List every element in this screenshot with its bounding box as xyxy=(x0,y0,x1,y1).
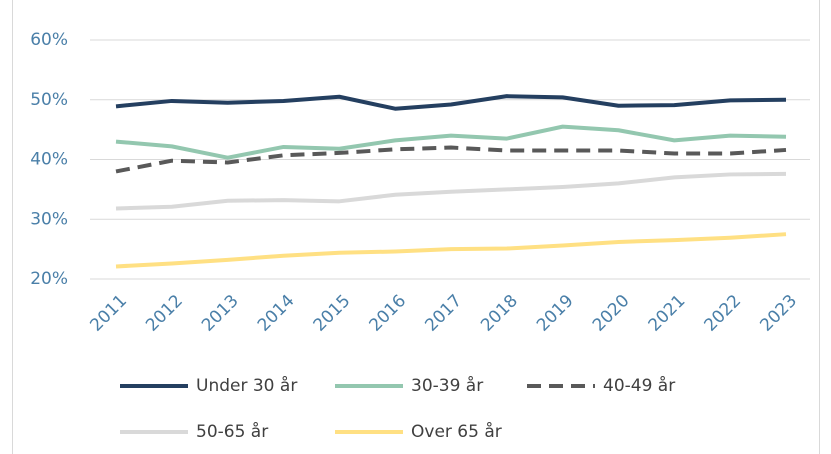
series-line xyxy=(115,171,787,211)
x-tick-label: 2019 xyxy=(533,291,578,336)
x-tick-label: 2023 xyxy=(756,291,801,336)
y-tick-label: 50% xyxy=(30,90,68,110)
x-tick-label: 2018 xyxy=(477,291,522,336)
y-tick-label: 20% xyxy=(30,269,68,289)
x-tick-label: 2022 xyxy=(701,291,746,336)
x-tick-label: 2015 xyxy=(310,291,355,336)
x-tick-label: 2016 xyxy=(366,291,411,336)
x-tick-label: 2017 xyxy=(421,291,466,336)
x-tick-label: 2013 xyxy=(198,291,243,336)
series-line xyxy=(115,145,787,174)
legend-label: 40-49 år xyxy=(603,375,675,396)
legend-label: 50-65 år xyxy=(196,421,268,442)
x-tick-label: 2011 xyxy=(86,291,131,336)
legend-label: 30-39 år xyxy=(411,375,483,396)
x-tick-label: 2014 xyxy=(254,291,299,336)
y-tick-label: 30% xyxy=(30,209,68,229)
y-tick-label: 40% xyxy=(30,150,68,170)
x-tick-label: 2020 xyxy=(589,291,634,336)
x-tick-label: 2021 xyxy=(645,291,690,336)
series-line xyxy=(115,94,787,111)
legend-label: Under 30 år xyxy=(196,375,297,396)
series-line xyxy=(115,124,787,160)
legend-label: Over 65 år xyxy=(411,421,502,442)
x-tick-label: 2012 xyxy=(142,291,187,336)
y-tick-label: 60% xyxy=(30,30,68,50)
series-line xyxy=(115,232,787,269)
